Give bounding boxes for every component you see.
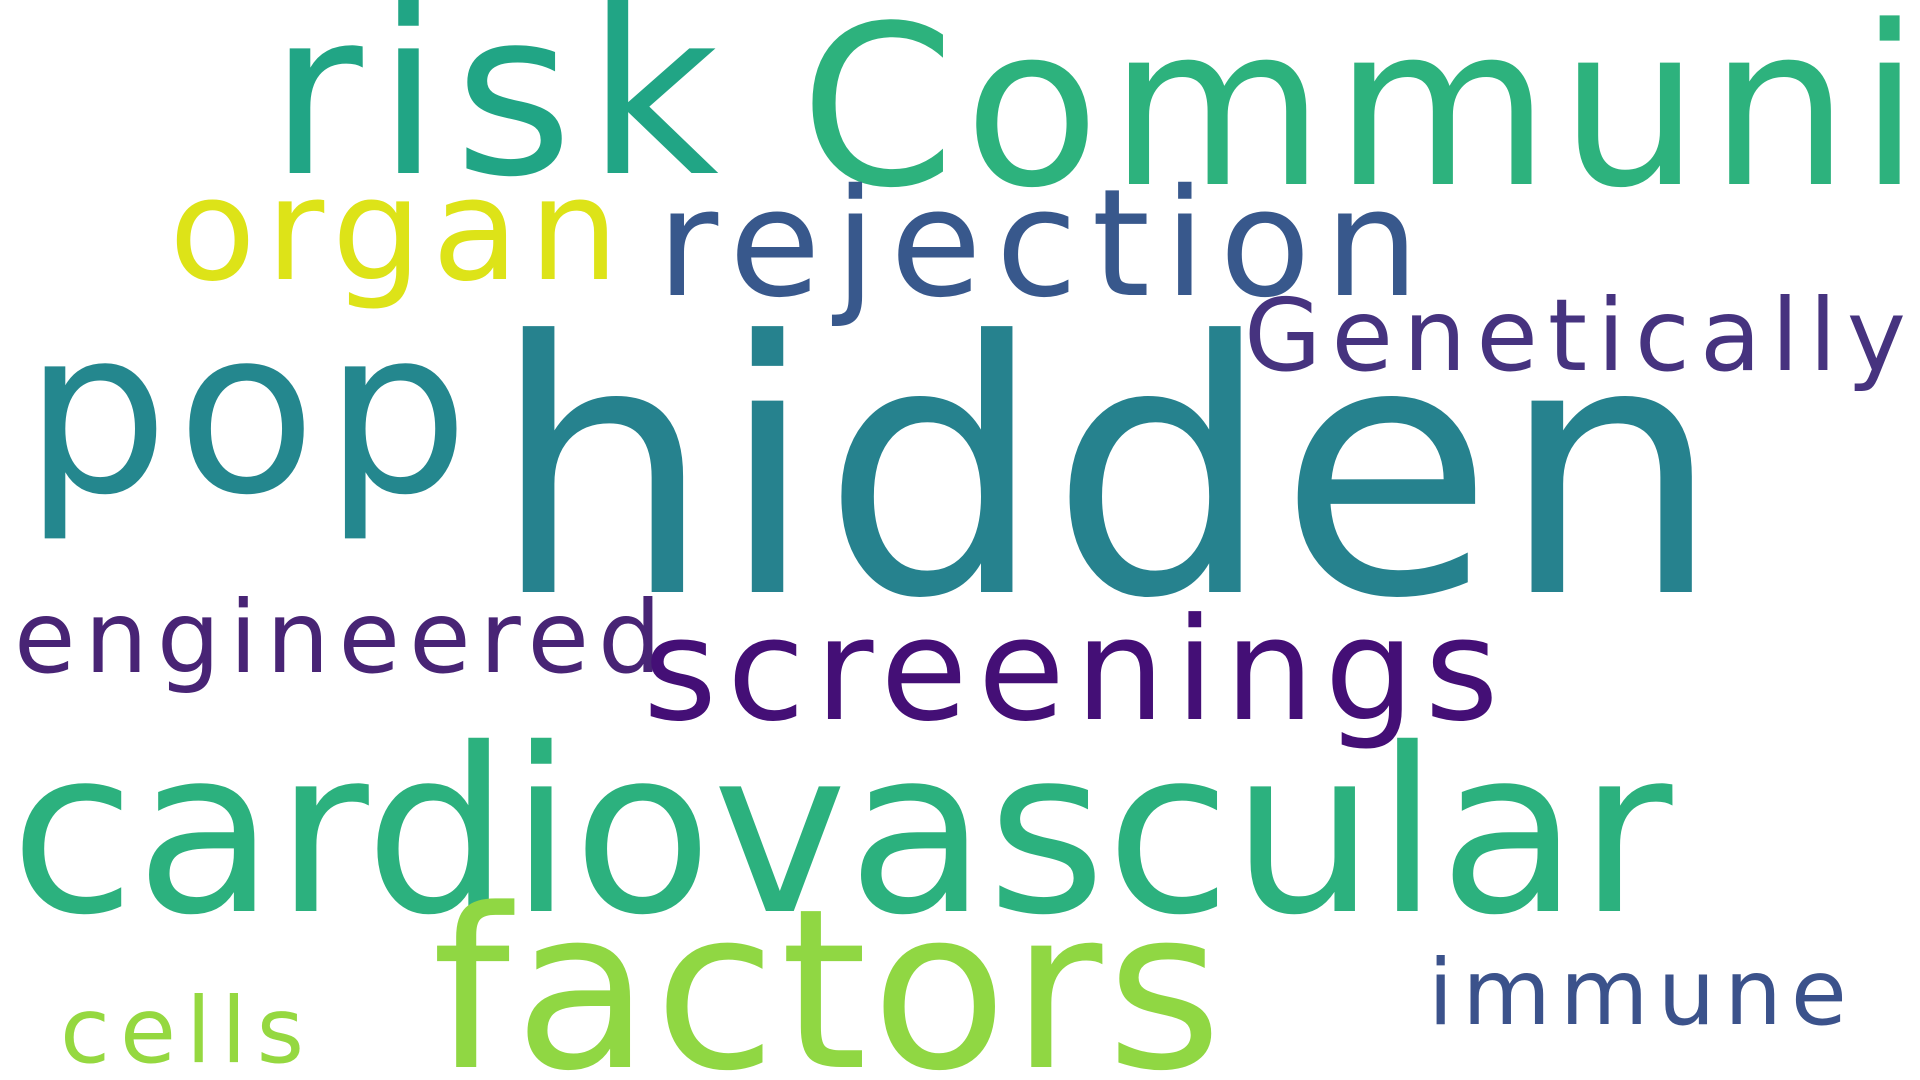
word-cardiovascular: cardiovascular (10, 699, 1673, 965)
word-engineered: engineered (14, 579, 671, 696)
word-genetically: Genetically (1244, 277, 1916, 394)
word-rejection: rejection (657, 158, 1434, 331)
word-community: Community (800, 0, 1920, 237)
word-factors: factors (432, 862, 1227, 1080)
word-risk: risk (269, 0, 733, 227)
word-screenings: screenings (643, 588, 1509, 753)
word-organ: organ (169, 148, 629, 313)
word-immune: immune (1428, 941, 1856, 1046)
word-pop: pop (24, 279, 477, 545)
word-hidden: hidden (491, 267, 1728, 675)
word-cells: cells (60, 979, 314, 1080)
